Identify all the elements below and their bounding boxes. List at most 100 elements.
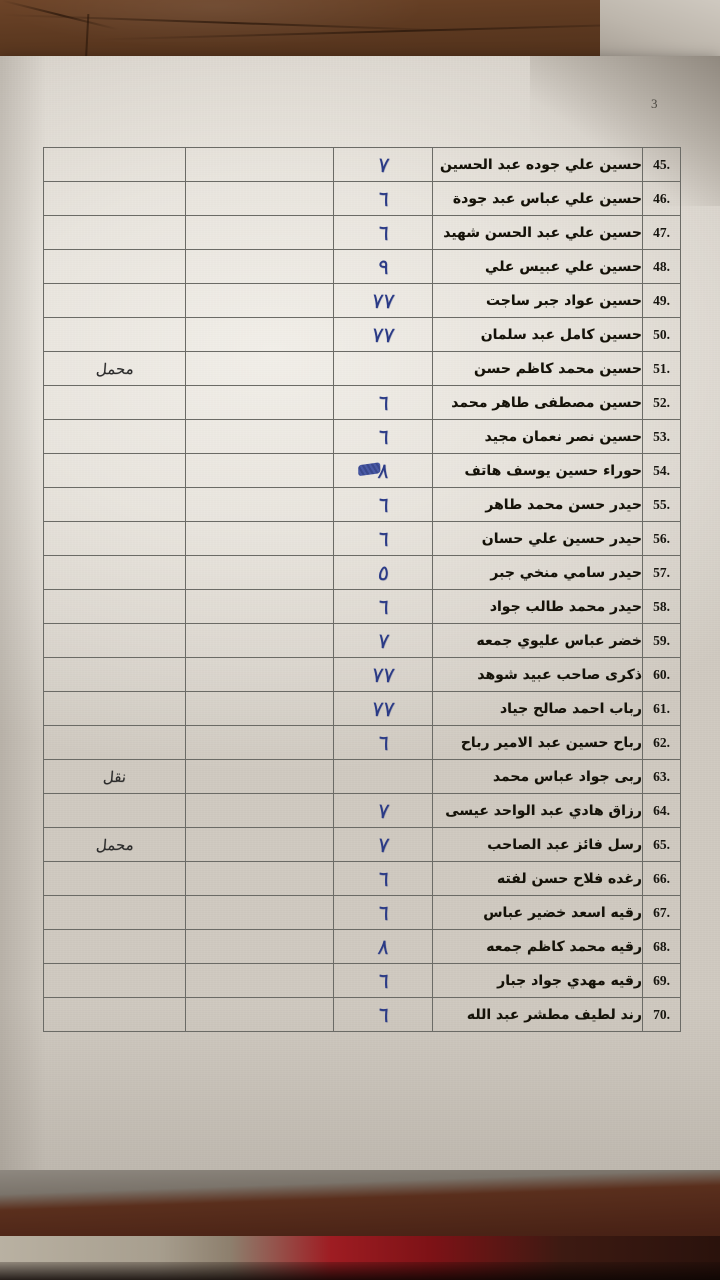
desk-surface-bottom xyxy=(0,1170,720,1280)
table-row: 46. حسين علي عباس عبد جودة ٦ xyxy=(43,180,681,217)
handwritten-mark-text: ٦ xyxy=(375,424,391,449)
row-number: 64. xyxy=(642,793,681,828)
empty-cell xyxy=(185,385,334,420)
table-row: 51. حسين محمد كاظم حسن محمل xyxy=(43,350,681,387)
handwritten-mark-text: ٦ xyxy=(375,1002,391,1027)
table-row: 68. رقيه محمد كاظم جمعه ٨ xyxy=(43,928,681,965)
handwritten-mark: ٦ xyxy=(333,588,433,625)
empty-cell xyxy=(185,861,334,896)
annotation-cell xyxy=(43,384,186,421)
roster-table: 45. حسين علي جوده عبد الحسين ٧ 46. حسين علي … xyxy=(43,146,681,1033)
handwritten-mark-text: ٦ xyxy=(375,492,391,517)
table-row: 48. حسين علي عبيس علي ٩ xyxy=(43,248,681,285)
empty-cell xyxy=(185,351,334,386)
table-row: 65. رسل فائز عبد الصاحب ٧ محمل xyxy=(43,826,681,863)
row-number: 70. xyxy=(642,997,681,1032)
handwritten-mark-text: ٧٧ xyxy=(370,288,396,313)
handwritten-mark-text: ٧٧ xyxy=(370,662,396,687)
handwritten-mark-text: ٦ xyxy=(375,390,391,415)
row-number: 67. xyxy=(642,895,681,930)
annotation-cell xyxy=(43,452,186,489)
handwritten-mark: ٧ xyxy=(333,146,433,183)
row-number: 56. xyxy=(642,521,681,556)
table-row: 67. رقيه اسعد خضير عباس ٦ xyxy=(43,894,681,931)
handwritten-mark: ٨ xyxy=(333,452,433,489)
annotation-cell xyxy=(43,962,186,999)
handwritten-mark: ٦ xyxy=(333,520,433,557)
annotation-cell xyxy=(43,180,186,217)
student-name: حيدر سامي منخي جبر xyxy=(432,555,643,590)
annotation-cell: محمل xyxy=(43,826,186,863)
empty-cell xyxy=(185,181,334,216)
row-number: 46. xyxy=(642,181,681,216)
student-name: حسين محمد كاظم حسن xyxy=(432,351,643,386)
annotation-cell xyxy=(43,214,186,251)
table-row: 60. ذكرى صاحب عبيد شوهد ٧٧ xyxy=(43,656,681,693)
row-number: 50. xyxy=(642,317,681,352)
annotation-cell: نقل xyxy=(43,758,186,795)
paper-left-shadow xyxy=(0,56,46,1196)
empty-cell xyxy=(185,963,334,998)
student-name: حوراء حسين يوسف هاتف xyxy=(432,453,643,488)
empty-cell xyxy=(185,657,334,692)
student-name: خضر عباس عليوي جمعه xyxy=(432,623,643,658)
table-row: 69. رقيه مهدي جواد جبار ٦ xyxy=(43,962,681,999)
row-number: 49. xyxy=(642,283,681,318)
student-name: رغده فلاح حسن لفته xyxy=(432,861,643,896)
handwritten-mark: ٦ xyxy=(333,418,433,455)
row-number: 62. xyxy=(642,725,681,760)
handwritten-mark: ٧ xyxy=(333,826,433,863)
row-number: 54. xyxy=(642,453,681,488)
handwritten-mark: ٧٧ xyxy=(333,690,433,727)
student-name: رقيه مهدي جواد جبار xyxy=(432,963,643,998)
handwritten-mark-text: ٦ xyxy=(375,730,391,755)
annotation-cell xyxy=(43,860,186,897)
empty-cell xyxy=(185,997,334,1032)
handwritten-mark: ٧٧ xyxy=(333,656,433,693)
table-row: 61. رباب احمد صالح جياد ٧٧ xyxy=(43,690,681,727)
annotation-cell xyxy=(43,724,186,761)
student-name: حيدر محمد طالب جواد xyxy=(432,589,643,624)
roster-table-body: 45. حسين علي جوده عبد الحسين ٧ 46. حسين علي … xyxy=(43,146,681,1033)
row-number: 48. xyxy=(642,249,681,284)
row-number: 69. xyxy=(642,963,681,998)
row-number: 61. xyxy=(642,691,681,726)
empty-cell xyxy=(185,453,334,488)
table-row: 54. حوراء حسين يوسف هاتف ٨ xyxy=(43,452,681,489)
empty-cell xyxy=(185,249,334,284)
row-number: 60. xyxy=(642,657,681,692)
annotation-text: محمل xyxy=(94,835,135,854)
student-name: حسين مصطفى طاهر محمد xyxy=(432,385,643,420)
handwritten-mark: ٦ xyxy=(333,894,433,931)
handwritten-mark: ٦ xyxy=(333,996,433,1033)
handwritten-mark-text: ٨ xyxy=(375,934,391,959)
handwritten-mark-text: ٦ xyxy=(375,186,391,211)
handwritten-mark: ٦ xyxy=(333,724,433,761)
empty-cell xyxy=(185,589,334,624)
row-number: 63. xyxy=(642,759,681,794)
annotation-cell xyxy=(43,554,186,591)
student-name: ذكرى صاحب عبيد شوهد xyxy=(432,657,643,692)
handwritten-mark-text: ٨ xyxy=(375,458,391,483)
student-name: حيدر حسين علي حسان xyxy=(432,521,643,556)
annotation-cell xyxy=(43,248,186,285)
table-row: 64. رزاق هادي عبد الواحد عيسى ٧ xyxy=(43,792,681,829)
row-number: 65. xyxy=(642,827,681,862)
handwritten-mark-text: ٧٧ xyxy=(370,696,396,721)
handwritten-mark: ٨ xyxy=(333,928,433,965)
handwritten-mark-text: ٧٧ xyxy=(370,322,396,347)
empty-cell xyxy=(185,283,334,318)
row-number: 66. xyxy=(642,861,681,896)
empty-cell xyxy=(185,555,334,590)
student-name: رقيه اسعد خضير عباس xyxy=(432,895,643,930)
handwritten-mark-text: ٦ xyxy=(375,526,391,551)
student-name: حسين علي عبيس علي xyxy=(432,249,643,284)
page-number: 3 xyxy=(651,96,658,111)
handwritten-mark-text: ٧ xyxy=(375,798,391,823)
handwritten-mark: ٦ xyxy=(333,180,433,217)
empty-cell xyxy=(185,521,334,556)
handwritten-mark-text: ٦ xyxy=(375,594,391,619)
row-number: 59. xyxy=(642,623,681,658)
annotation-cell xyxy=(43,146,186,183)
